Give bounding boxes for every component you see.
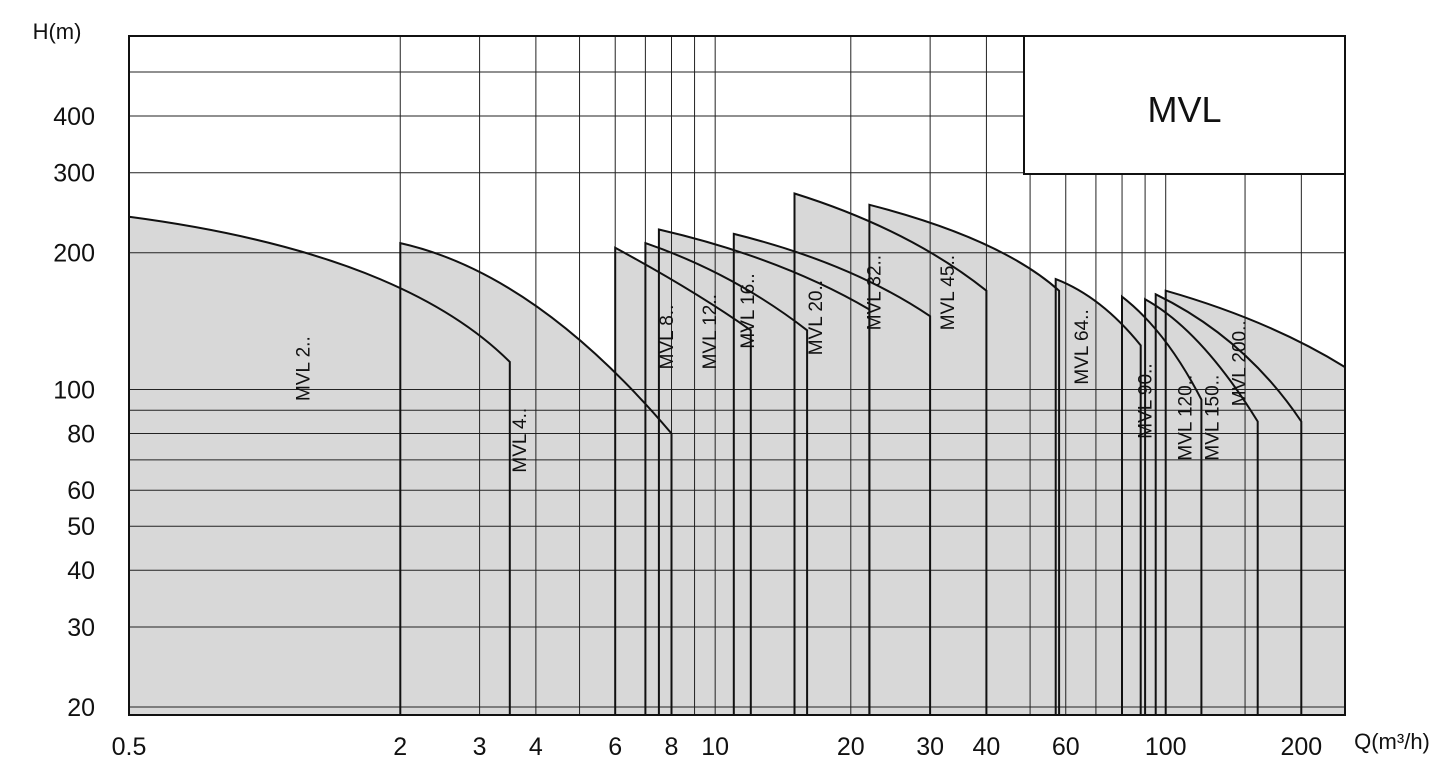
series-label-9: MVL 64..: [1072, 309, 1093, 384]
y-tick-label: 80: [67, 420, 95, 448]
plot-frame: [128, 35, 1346, 716]
series-label-3: MVL 8..: [657, 305, 678, 370]
y-tick-label: 200: [53, 240, 95, 268]
series-label-12: MVL 150..: [1202, 375, 1223, 461]
y-tick-label: 100: [53, 376, 95, 404]
y-tick-label: 30: [67, 614, 95, 642]
series-curve-9: [1054, 277, 1142, 715]
x-tick-label: 40: [973, 733, 1001, 761]
y-tick-label: 60: [67, 477, 95, 505]
series-label-6: MVL 20..: [806, 280, 827, 355]
y-tick-labels: 400 300 200 100 80 60 50 40 30 20: [53, 103, 95, 722]
series-label-5: MVL 16..: [738, 273, 759, 348]
y-tick-label: 40: [67, 557, 95, 585]
series-label-2: MVL 4..: [510, 408, 531, 473]
y-tick-label: 400: [53, 103, 95, 131]
x-tick-label: 3: [473, 733, 487, 761]
legend-box: [1023, 35, 1346, 175]
chart-title: MVL: [1147, 89, 1221, 130]
series-curve-8: [868, 203, 1061, 715]
series-curve-7: [793, 192, 988, 715]
series-area-13: [1165, 290, 1345, 715]
x-tick-label: 0.5: [112, 733, 147, 761]
x-tick-labels: 0.5 2 3 4 6 8 10 20 30 40 60 100 200: [112, 733, 1323, 761]
y-tick-label: 50: [67, 513, 95, 541]
x-tick-label: 8: [665, 733, 679, 761]
x-tick-label: 60: [1052, 733, 1080, 761]
series-label-13: MVL 200..: [1229, 320, 1250, 406]
y-axis-title: H(m): [33, 19, 82, 44]
y-tick-label: 300: [53, 160, 95, 188]
x-tick-label: 10: [701, 733, 729, 761]
series-label-8: MVL 45..: [938, 255, 959, 330]
series-label-11: MVL 120..: [1175, 375, 1196, 461]
series-area-9: [1055, 279, 1141, 715]
series-curves: [128, 192, 1346, 715]
series-label-1: MVL 2..: [293, 336, 314, 401]
series-curve-3: [614, 246, 752, 715]
x-axis-title: Q(m³/h): [1354, 729, 1430, 754]
x-tick-label: 20: [837, 733, 865, 761]
series-curve-5: [657, 228, 871, 715]
y-tick-label: 20: [67, 694, 95, 722]
series-curve-12: [1154, 292, 1303, 715]
series-curve-10: [1121, 294, 1203, 715]
x-tick-label: 2: [393, 733, 407, 761]
series-curve-6: [732, 232, 932, 715]
series-label-4: MVL 12..: [700, 294, 721, 369]
x-tick-label: 6: [608, 733, 622, 761]
series-curve-1: [128, 215, 511, 715]
x-tick-label: 4: [529, 733, 543, 761]
x-tick-label: 200: [1280, 733, 1322, 761]
x-tick-label: 30: [916, 733, 944, 761]
series-curve-11: [1144, 297, 1259, 715]
series-areas: [129, 193, 1345, 716]
series-label-7: MVL 32..: [864, 255, 885, 330]
series-label-10: MVL 90..: [1136, 363, 1157, 438]
x-tick-label: 100: [1145, 733, 1187, 761]
series-labels: MVL 2.. MVL 4.. MVL 8.. MVL 12.. MVL 16.. MVL…: [293, 255, 1250, 473]
series-curve-13: [1164, 289, 1346, 715]
